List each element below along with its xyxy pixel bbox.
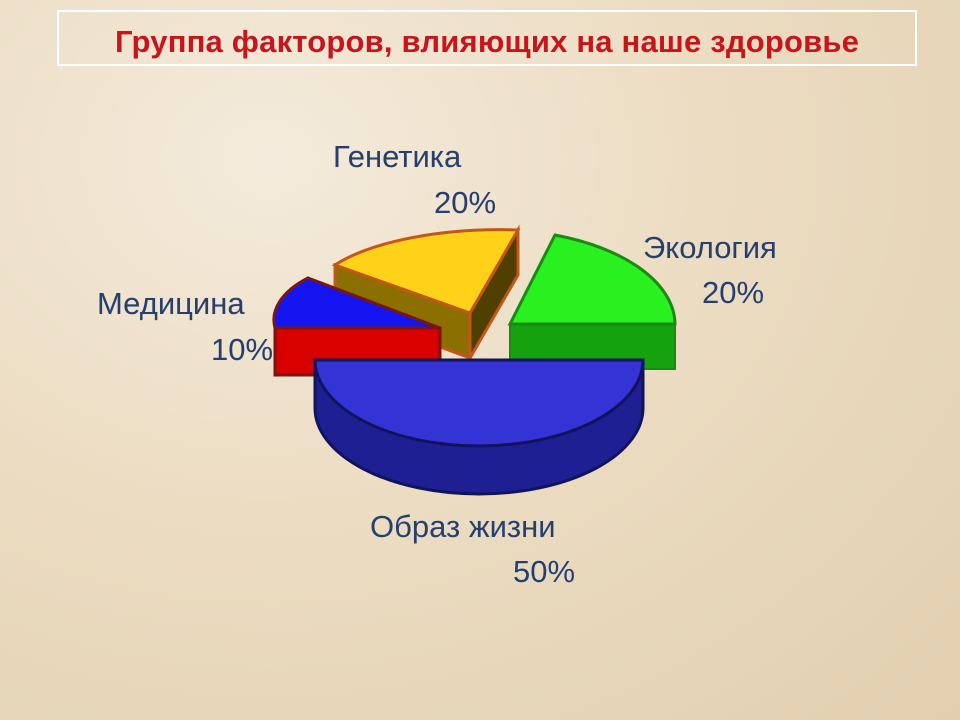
title-frame: Группа факторов, влияющих на наше здоров… <box>57 10 917 66</box>
chart-title: Группа факторов, влияющих на наше здоров… <box>114 24 860 59</box>
slice-percent-medicine: 10% <box>211 332 273 367</box>
slice-label-medicine: Медицина <box>97 286 245 321</box>
pie-slice-ecology <box>507 233 677 370</box>
slice-percent-lifestyle: 50% <box>513 554 575 589</box>
pie-slice-genetics <box>331 224 521 364</box>
slice-percent-genetics: 20% <box>434 185 496 220</box>
slice-label-ecology: Экология <box>643 230 777 265</box>
slice-label-genetics: Генетика <box>333 139 462 174</box>
slice-label-lifestyle: Образ жизни <box>370 509 556 544</box>
pie-slice-lifestyle <box>313 358 645 496</box>
slice-percent-ecology: 20% <box>702 275 764 310</box>
